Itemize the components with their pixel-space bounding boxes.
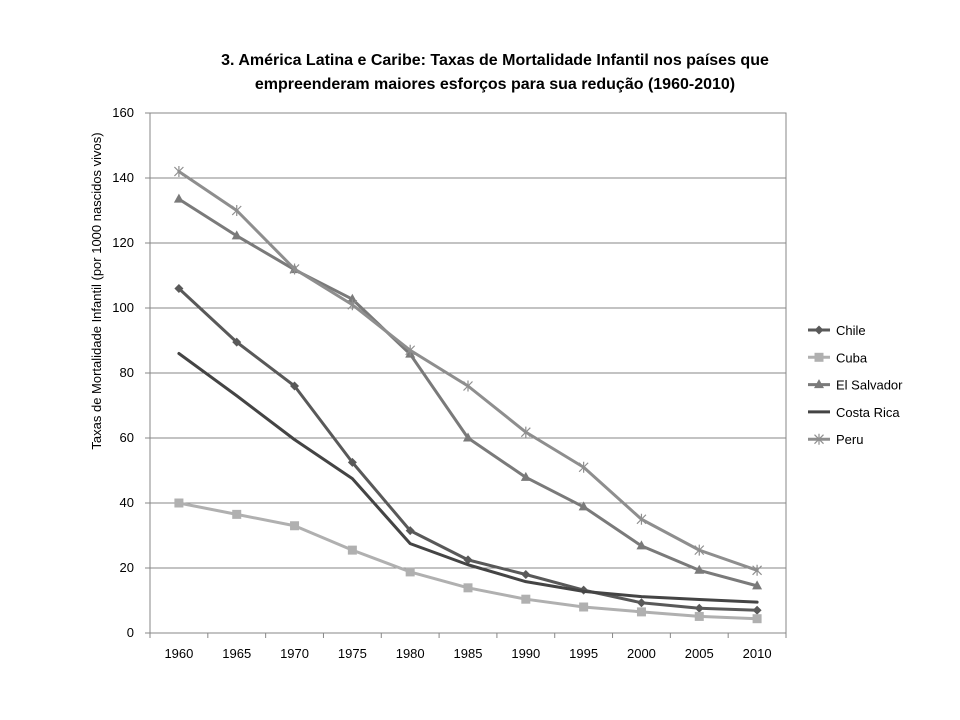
legend-label-el-salvador: El Salvador xyxy=(836,378,903,393)
data-point-chile xyxy=(463,555,473,565)
legend-marker-chile xyxy=(814,325,824,335)
x-axis-ticks: 1960 1965 1970 1975 1980 1985 1990 1995 2000 2005… xyxy=(149,633,787,661)
data-point-peru xyxy=(289,263,300,275)
y-tick-label: 160 xyxy=(112,105,134,120)
data-point-peru xyxy=(173,166,184,177)
data-point-el-salvador xyxy=(578,501,589,511)
legend-label-peru: Peru xyxy=(836,432,863,447)
data-point-cuba xyxy=(232,509,242,519)
y-tick-label: 80 xyxy=(120,365,134,380)
data-point-peru xyxy=(694,544,705,556)
data-point-peru xyxy=(347,299,358,311)
data-point-peru xyxy=(463,380,473,392)
data-point-cuba xyxy=(579,602,589,612)
chart-title-line-1: 3. América Latina e Caribe: Taxas de Mor… xyxy=(221,52,769,69)
series-cuba xyxy=(174,498,762,624)
data-point-el-salvador xyxy=(347,293,358,303)
data-point-el-salvador xyxy=(520,471,531,481)
data-point-peru xyxy=(636,513,647,525)
y-axis-ticks: 0 20 40 60 80 100 120 140 160 xyxy=(112,105,150,640)
data-point-chile xyxy=(347,457,357,467)
x-tick-label: 1990 xyxy=(511,646,540,661)
data-point-chile xyxy=(694,603,704,613)
y-tick-label: 20 xyxy=(120,560,134,575)
data-point-chile xyxy=(752,605,762,615)
chart-title-line-2: empreenderam maiores esforços para sua r… xyxy=(254,76,736,93)
y-tick-label: 140 xyxy=(112,170,134,185)
y-tick-label: 100 xyxy=(112,300,134,315)
data-point-peru xyxy=(520,426,531,438)
legend-item-chile: Chile xyxy=(808,323,866,338)
data-point-chile xyxy=(405,526,415,536)
data-point-cuba xyxy=(752,614,762,624)
x-tick-label: 1975 xyxy=(338,646,367,661)
data-point-chile xyxy=(636,598,646,608)
x-tick-label: 2005 xyxy=(685,646,714,661)
x-tick-label: 1960 xyxy=(164,646,193,661)
data-point-el-salvador xyxy=(231,230,242,240)
y-tick-label: 40 xyxy=(120,495,134,510)
data-point-peru xyxy=(752,564,763,576)
data-point-cuba xyxy=(347,545,357,555)
data-point-el-salvador xyxy=(752,580,763,590)
data-point-el-salvador xyxy=(694,564,705,574)
x-tick-label: 1980 xyxy=(396,646,425,661)
x-tick-label: 1970 xyxy=(280,646,309,661)
legend-label-costa-rica: Costa Rica xyxy=(836,405,900,420)
legend-item-peru: Peru xyxy=(808,432,863,447)
data-point-peru xyxy=(405,344,416,356)
x-tick-label: 1965 xyxy=(222,646,251,661)
y-tick-label: 0 xyxy=(127,625,134,640)
legend-item-costa-rica: Costa Rica xyxy=(808,405,900,420)
data-point-cuba xyxy=(290,521,300,531)
data-point-cuba xyxy=(463,583,473,593)
x-tick-label: 2000 xyxy=(627,646,656,661)
data-point-el-salvador xyxy=(173,193,184,203)
legend-marker-cuba xyxy=(814,352,824,362)
x-tick-label: 2010 xyxy=(743,646,772,661)
y-tick-label: 120 xyxy=(112,235,134,250)
legend-label-cuba: Cuba xyxy=(836,350,868,365)
series-line-peru xyxy=(177,170,759,572)
y-axis-label: Taxas de Mortalidade Infantil (por 1000 … xyxy=(89,132,104,449)
x-tick-label: 1995 xyxy=(569,646,598,661)
data-point-cuba xyxy=(174,498,184,508)
series-layer xyxy=(173,166,763,624)
grid-lines xyxy=(150,177,786,569)
data-point-el-salvador xyxy=(636,540,647,550)
data-point-cuba xyxy=(521,594,531,604)
data-point-peru xyxy=(578,461,589,473)
data-point-chile xyxy=(521,570,531,579)
legend: Chile Cuba El Salvador Costa Rica Peru xyxy=(808,323,903,447)
data-point-cuba xyxy=(636,607,646,617)
series-line-el-salvador xyxy=(177,197,759,588)
data-point-el-salvador xyxy=(463,432,473,442)
data-point-chile xyxy=(290,381,300,391)
x-tick-label: 1985 xyxy=(454,646,483,661)
data-point-cuba xyxy=(405,567,415,577)
y-tick-label: 60 xyxy=(120,430,134,445)
legend-marker-peru xyxy=(814,433,824,445)
data-point-chile xyxy=(174,284,184,293)
series-costa-rica xyxy=(177,352,759,604)
legend-item-cuba: Cuba xyxy=(808,350,868,365)
legend-item-el-salvador: El Salvador xyxy=(808,378,903,393)
series-line-costa-rica xyxy=(177,352,759,604)
data-point-chile xyxy=(232,337,242,347)
data-point-cuba xyxy=(694,611,704,621)
legend-label-chile: Chile xyxy=(836,323,866,338)
legend-marker-el-salvador xyxy=(814,379,824,389)
data-point-peru xyxy=(231,205,242,216)
series-peru xyxy=(173,166,763,576)
